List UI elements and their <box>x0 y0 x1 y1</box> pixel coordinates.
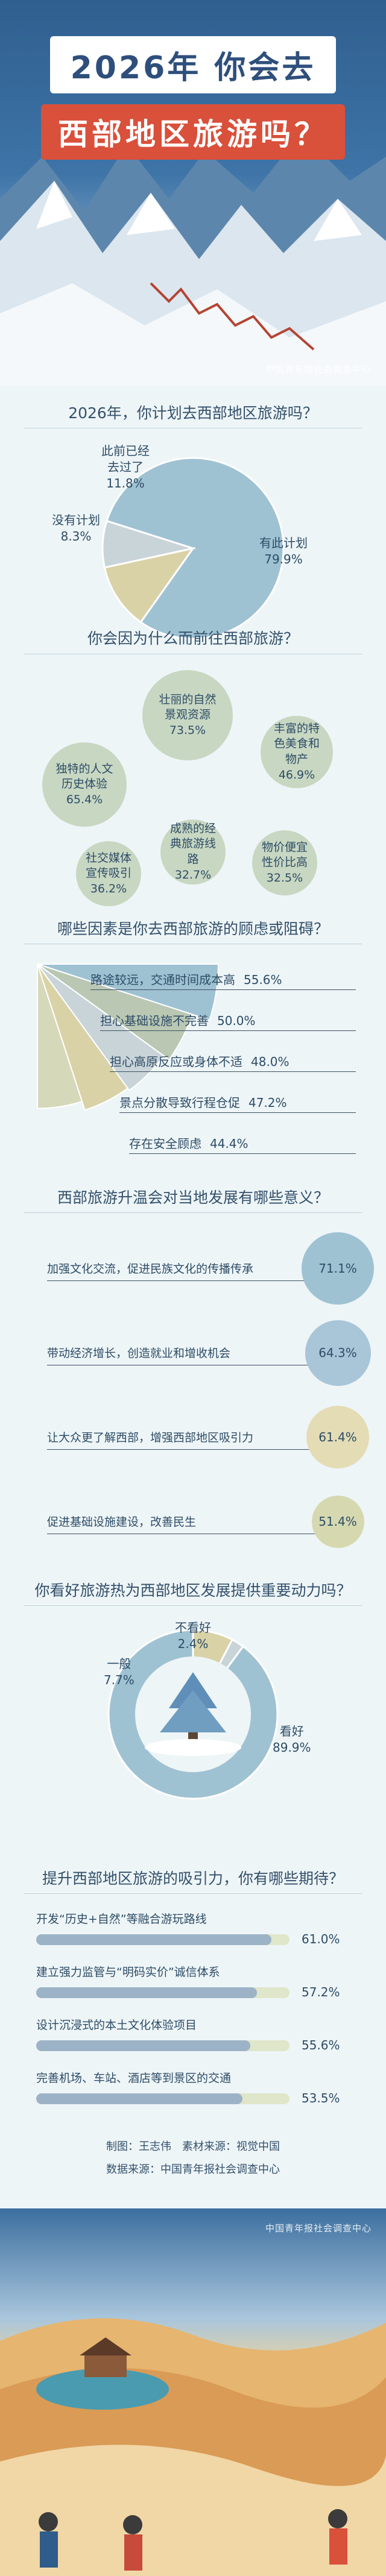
q6-bar-fill <box>36 1934 271 1945</box>
q4-row-label: 促进基础设施建设，改善民生 <box>47 1515 197 1529</box>
desert-scene <box>0 2318 386 2576</box>
hero-title-line1: 2026年 你会去 <box>49 36 337 93</box>
q6-row-label: 建立强力监管与“明码实价”诚信体系 <box>36 1966 220 1979</box>
q6-row-value: 61.0% <box>302 1932 340 1946</box>
q1-label-visited: 此前已经去过了 11.8% <box>101 443 150 490</box>
q1-pie-slice <box>101 519 197 569</box>
q3-row: 路途较远，交通时间成本高 55.6% <box>90 970 282 988</box>
snow-tree-icon <box>145 1672 241 1756</box>
q1-label-plan: 有此计划 79.9% <box>259 536 308 566</box>
q4-row-underline <box>47 1280 312 1281</box>
q1-title: 2026年，你计划去西部地区旅游吗？ <box>68 404 318 422</box>
q3-row-label: 担心高原反应或身体不适 <box>110 1055 242 1069</box>
q2-bubble-food: 丰富的特色美食和物产 46.9% <box>261 716 333 788</box>
q2-bubble-price: 物价便宜性价比高 32.5% <box>252 830 317 895</box>
q2-title: 你会因为什么而前往西部旅游？ <box>87 630 299 647</box>
q3-row-value: 48.0% <box>251 1055 290 1069</box>
divider <box>24 1605 362 1606</box>
q3-row-underline <box>90 989 356 990</box>
q4-row-underline <box>47 1449 322 1450</box>
q4-row-bubble: 71.1% <box>302 1232 374 1305</box>
q3-row-value: 44.4% <box>210 1136 248 1151</box>
q3-fan-chart <box>37 964 220 1111</box>
q6-row-value: 55.6% <box>302 2038 340 2052</box>
q5-label-average: 一般 7.7% <box>104 1656 134 1687</box>
hero-title-group: 2026年 你会去 西部地区旅游吗？ <box>0 36 386 160</box>
q3-row: 景点分散导致行程仓促 47.2% <box>119 1093 287 1111</box>
q6-row-label: 设计沉浸式的本土文化体验项目 <box>36 2019 197 2032</box>
credit-line2: 数据来源：中国青年报社会调查中心 <box>106 2163 280 2176</box>
q3-fan-segment <box>37 964 193 1061</box>
q5-donut-chart <box>107 1629 279 1800</box>
q5-label-bad: 不看好 2.4% <box>175 1620 211 1651</box>
q3-row: 担心基础设施不完善 50.0% <box>100 1011 256 1029</box>
q1-pie-slice <box>103 547 195 624</box>
footer-watermark: 中国青年报社会调查中心 <box>265 2223 372 2234</box>
q6-bar-track <box>36 1987 290 1998</box>
q6-bar-fill <box>36 2040 250 2051</box>
q3-row-value: 50.0% <box>217 1014 256 1028</box>
q6-bar-track <box>36 2040 290 2051</box>
q3-row-value: 47.2% <box>248 1095 287 1110</box>
hero-banner: 2026年 你会去 西部地区旅游吗？ 中国青年报社会调查中心 <box>0 0 386 386</box>
q3-row: 担心高原反应或身体不适 48.0% <box>110 1052 290 1070</box>
credit-line1: 制图：王志伟 素材来源：视觉中国 <box>106 2140 280 2153</box>
q2-bubble-social: 社交媒体宣传吸引 36.2% <box>76 841 141 906</box>
q4-row-label: 带动经济增长，创造就业和增收机会 <box>47 1347 231 1360</box>
q6-title: 提升西部地区旅游的吸引力，你有哪些期待？ <box>42 1870 344 1887</box>
q3-row-label: 路途较远，交通时间成本高 <box>90 973 235 987</box>
q6-bar-fill <box>36 1987 257 1998</box>
q3-row-label: 存在安全顾虑 <box>129 1136 201 1151</box>
q3-row: 存在安全顾虑 44.4% <box>129 1134 248 1152</box>
q3-row-underline <box>110 1071 356 1072</box>
q2-bubble-culture: 独特的人文历史体验 65.4% <box>42 742 127 827</box>
q1-label-no-plan: 没有计划 8.3% <box>52 513 100 544</box>
divider <box>24 1212 362 1213</box>
q6-row-label: 完善机场、车站、酒店等到景区的交通 <box>36 2072 232 2085</box>
q3-row-underline <box>100 1030 356 1031</box>
q4-row-bubble: 51.4% <box>311 1495 364 1548</box>
q3-fan-segment <box>37 964 220 1021</box>
q2-bubble-route: 成熟的经典旅游线路 32.7% <box>160 819 226 885</box>
q6-bar-fill <box>36 2093 242 2104</box>
q6-row-label: 开发“历史+自然”等融合游玩路线 <box>36 1913 207 1926</box>
q4-title: 西部旅游升温会对当地发展有哪些意义？ <box>57 1189 329 1206</box>
q4-row-bubble: 61.4% <box>306 1406 369 1468</box>
divider <box>24 1893 362 1894</box>
q1-pie-chart <box>101 457 285 640</box>
q3-fan-segment <box>37 964 165 1091</box>
q3-row-label: 担心基础设施不完善 <box>100 1014 209 1028</box>
q6-bar-track <box>36 1934 290 1945</box>
hero-title-line2: 西部地区旅游吗？ <box>41 104 345 160</box>
desert-oasis-illustration: 中国青年报社会调查中心 <box>0 2208 386 2576</box>
q5-title: 你看好旅游热为西部地区发展提供重要动力吗？ <box>34 1582 352 1599</box>
q6-row-value: 57.2% <box>302 1985 340 1999</box>
snow-mountain-illustration <box>0 133 386 386</box>
q4-row-label: 让大众更了解西部，增强西部地区吸引力 <box>47 1431 254 1444</box>
watermark: 中国青年报社会调查中心 <box>265 364 372 375</box>
q3-fan-segment <box>37 964 83 1109</box>
q3-row-underline <box>129 1153 356 1154</box>
q3-row-underline <box>119 1112 356 1113</box>
q4-row-bubble: 64.3% <box>305 1320 371 1386</box>
q4-row-label: 加强文化交流，促进民族文化的传播传承 <box>47 1262 254 1276</box>
q3-row-value: 55.6% <box>244 973 282 987</box>
q6-row-value: 53.5% <box>302 2091 340 2105</box>
q3-row-label: 景点分散导致行程仓促 <box>119 1095 240 1110</box>
q5-label-good: 看好 89.9% <box>273 1724 311 1755</box>
q3-title: 哪些因素是你去西部旅游的顾虑或阻碍？ <box>57 920 329 938</box>
q6-bar-track <box>36 2093 290 2104</box>
q3-fan-segment <box>37 964 129 1111</box>
q2-bubble-nature: 壮丽的自然景观资源 73.5% <box>142 670 233 760</box>
